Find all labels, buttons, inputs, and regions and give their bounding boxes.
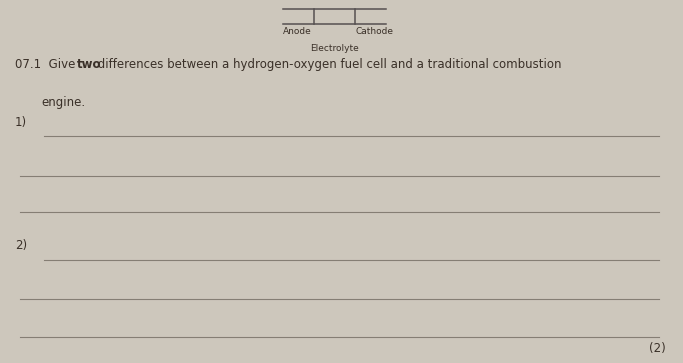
Text: two: two [76,58,101,71]
Text: Electrolyte: Electrolyte [310,44,359,53]
Text: 2): 2) [15,239,27,252]
Text: (2): (2) [649,342,666,355]
Text: engine.: engine. [41,96,85,109]
Text: 07.1  Give: 07.1 Give [15,58,79,71]
Text: Cathode: Cathode [355,27,393,36]
Text: Anode: Anode [283,27,311,36]
Text: 1): 1) [15,116,27,129]
Text: differences between a hydrogen-oxygen fuel cell and a traditional combustion: differences between a hydrogen-oxygen fu… [94,58,561,71]
